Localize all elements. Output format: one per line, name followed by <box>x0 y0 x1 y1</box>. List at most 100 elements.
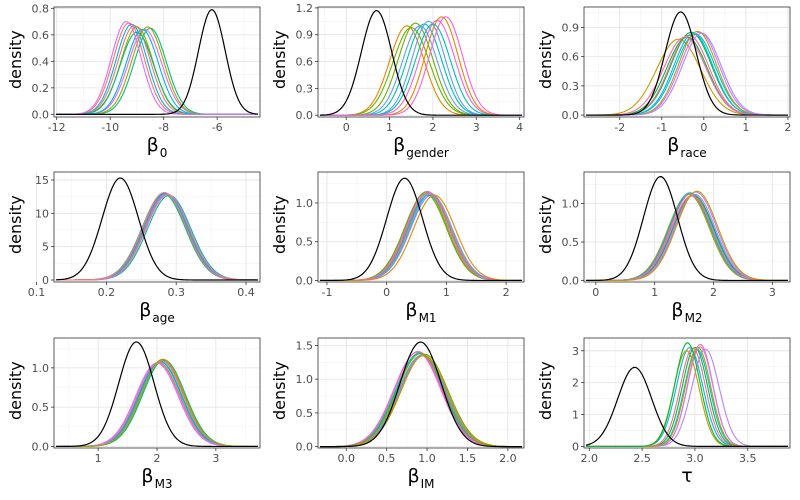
x-axis-symbol: β <box>407 465 420 487</box>
x-tick-label: -10 <box>101 121 119 134</box>
plot-background <box>318 172 524 282</box>
plot-border <box>317 6 525 118</box>
y-tick-label: 0.6 <box>32 29 50 42</box>
y-tick-label: 0.0 <box>562 109 580 122</box>
x-tick-label: 3.0 <box>686 452 704 465</box>
posterior-density-curve-10 <box>56 192 258 281</box>
y-tick-label: 0.8 <box>32 2 50 15</box>
x-tick-label: 2 <box>503 286 510 299</box>
reference-density-curve <box>56 341 258 448</box>
x-axis-title: βM1 <box>318 299 524 325</box>
y-tick-label: 1.0 <box>562 198 580 211</box>
plot-background <box>584 7 790 117</box>
x-axis-title: β0 <box>54 134 260 160</box>
x-tick-label: 2 <box>154 452 161 465</box>
y-tick-label: 1.2 <box>296 2 314 15</box>
y-tick-label: 0.6 <box>562 51 580 64</box>
x-axis-title: τ <box>584 465 790 487</box>
y-tick-label: 0.5 <box>32 401 50 414</box>
density-curves <box>585 342 788 448</box>
x-tick-label: 1.0 <box>418 452 436 465</box>
y-tick-label: 0.9 <box>296 29 314 42</box>
x-tick-label: 2.0 <box>499 452 517 465</box>
y-tick-label: 0.0 <box>296 274 314 287</box>
y-tick-label: 0.6 <box>296 56 314 69</box>
x-tick-label: 1 <box>386 121 393 134</box>
x-tick-label: 0.5 <box>378 452 396 465</box>
x-axis-symbol: β <box>141 465 154 487</box>
reference-density-curve <box>320 177 522 282</box>
x-axis-subscript: race <box>680 146 707 160</box>
x-axis-symbol: β <box>405 299 418 321</box>
x-axis-subscript: gender <box>406 146 449 160</box>
x-axis-title: βrace <box>584 134 790 160</box>
y-tick-label: 0.0 <box>32 440 50 453</box>
x-tick-label: 0 <box>592 286 599 299</box>
y-tick-label: 0.0 <box>32 108 50 121</box>
x-tick-label: 3 <box>769 286 776 299</box>
x-tick-label: 2 <box>429 121 436 134</box>
density-curves <box>586 176 788 282</box>
y-tick-label: 0.3 <box>562 80 580 93</box>
plot-border <box>583 171 791 283</box>
y-tick-label: 0 <box>42 274 49 287</box>
x-axis-title: βgender <box>318 134 524 160</box>
y-tick-label: 0.0 <box>296 441 314 454</box>
y-tick-label: 15 <box>35 174 49 187</box>
y-tick-label: 0.4 <box>32 55 50 68</box>
x-tick-label: 2 <box>784 121 791 134</box>
reference-density-curve <box>586 176 788 282</box>
reference-density-curve <box>56 8 258 115</box>
x-axis-symbol: β <box>671 299 684 321</box>
x-tick-label: 0.3 <box>167 286 185 299</box>
x-axis-title: βage <box>54 299 260 325</box>
y-tick-label: 1.0 <box>296 373 314 386</box>
x-tick-label: 3.5 <box>739 452 757 465</box>
y-tick-label: 0.5 <box>562 236 580 249</box>
posterior-density-curve-10 <box>56 358 258 447</box>
posterior-density-curve-10 <box>56 21 258 115</box>
plot-background <box>54 172 260 282</box>
x-tick-label: 1 <box>651 286 658 299</box>
posterior-density-curve-10 <box>586 190 788 282</box>
x-axis-subscript: IM <box>420 477 435 491</box>
x-tick-label: 0.0 <box>338 452 356 465</box>
x-axis-subscript: 0 <box>159 146 168 160</box>
y-tick-label: 0.5 <box>296 236 314 249</box>
density-curves <box>320 9 522 116</box>
x-tick-label: 0 <box>700 121 707 134</box>
density-curves <box>56 8 258 115</box>
x-tick-label: 3 <box>473 121 480 134</box>
y-tick-label: 0.2 <box>32 82 50 95</box>
x-tick-label: 4 <box>516 121 523 134</box>
density-curves <box>586 11 788 116</box>
x-tick-label: 0.4 <box>237 286 255 299</box>
y-tick-label: 10 <box>35 207 49 220</box>
y-tick-label: 0.0 <box>296 109 314 122</box>
x-axis-subscript: M1 <box>418 311 437 325</box>
density-curves <box>320 341 522 448</box>
x-axis-subscript: M3 <box>154 477 173 491</box>
x-axis-symbol: β <box>139 299 152 321</box>
x-axis-title: βIM <box>318 465 524 491</box>
x-tick-label: 0 <box>343 121 350 134</box>
density-curves <box>56 341 258 448</box>
x-tick-label: 1.5 <box>459 452 477 465</box>
density-curves <box>56 177 258 281</box>
x-tick-label: 0 <box>383 286 390 299</box>
x-axis-title: βM2 <box>584 299 790 325</box>
x-axis-symbol: β <box>146 134 159 156</box>
x-tick-label: 0.2 <box>98 286 116 299</box>
x-axis-symbol: β <box>393 134 406 156</box>
x-axis-symbol: τ <box>681 465 693 487</box>
x-tick-label: 2 <box>710 286 717 299</box>
y-tick-label: 0.0 <box>562 274 580 287</box>
posterior-density-curve-10 <box>320 16 522 116</box>
y-tick-label: 1 <box>572 409 579 422</box>
y-tick-label: 2 <box>572 377 579 390</box>
